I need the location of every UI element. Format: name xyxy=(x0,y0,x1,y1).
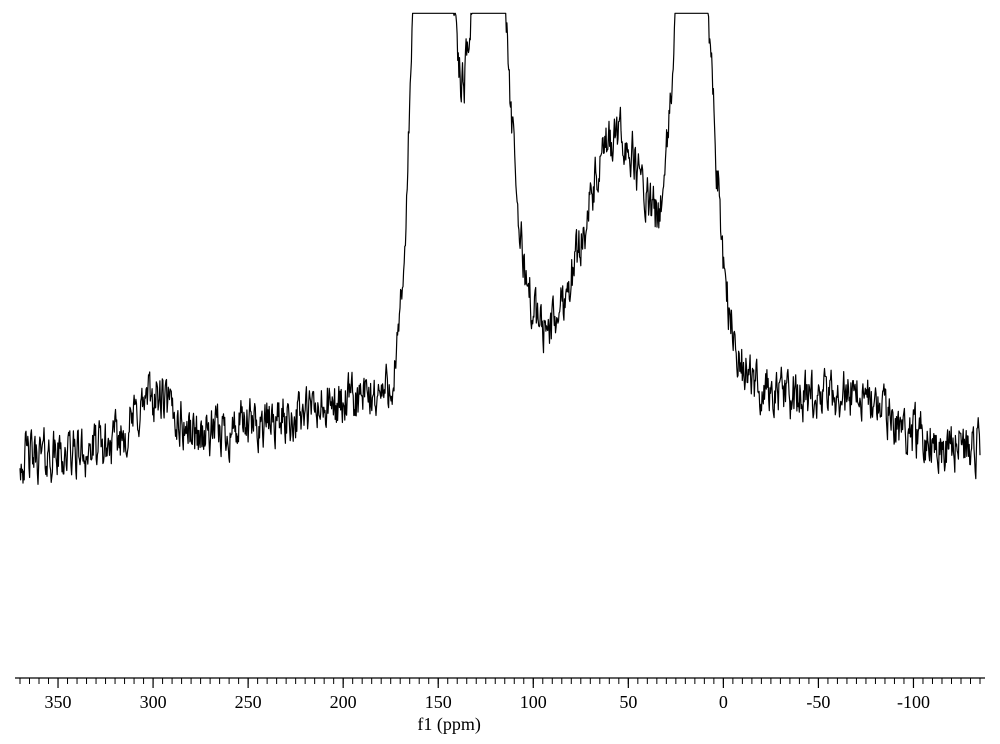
x-tick-label: 250 xyxy=(235,692,262,712)
x-tick-label: -100 xyxy=(897,692,930,712)
x-tick-label: 300 xyxy=(140,692,167,712)
nmr-spectrum-chart: 350 300 250 200 150 100 50 0 -50 -100 f1 (ppm) xyxy=(0,0,1000,744)
x-tick-label: 0 xyxy=(719,692,728,712)
x-tick-label: 100 xyxy=(520,692,547,712)
x-tick-label: 200 xyxy=(330,692,357,712)
x-tick-label: 50 xyxy=(619,692,637,712)
x-tick-label: -50 xyxy=(806,692,830,712)
x-axis-label: f1 (ppm) xyxy=(417,714,480,735)
x-tick-label: 150 xyxy=(425,692,452,712)
x-tick-label: 350 xyxy=(45,692,72,712)
